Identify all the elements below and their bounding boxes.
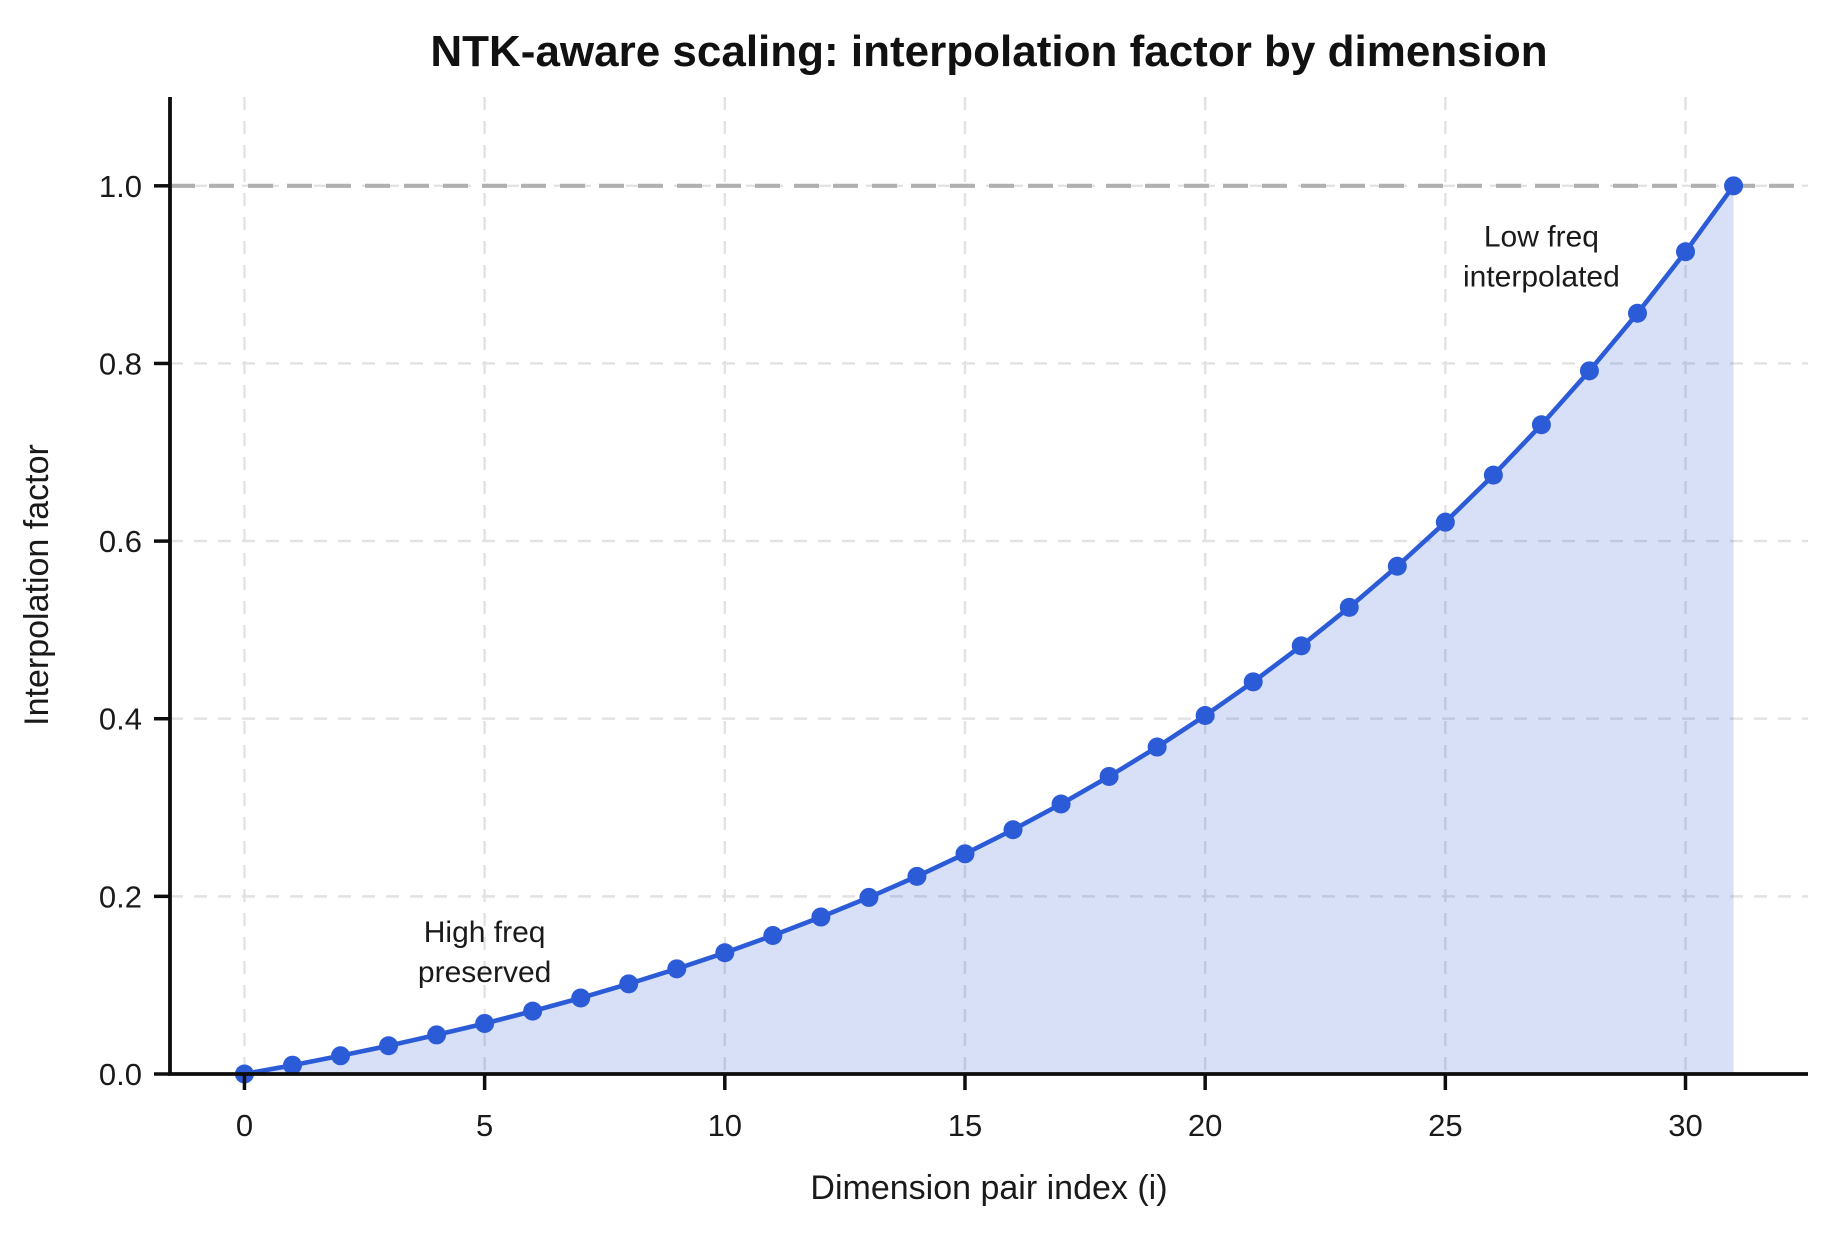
area-fill	[244, 185, 1734, 1074]
data-point	[571, 988, 591, 1008]
annotations-layer: High freq preserved Low freq interpolated	[418, 220, 1620, 988]
data-point	[1339, 597, 1359, 617]
y-tick-label: 1.0	[99, 169, 142, 204]
data-point	[619, 974, 639, 994]
x-tick-label: 10	[708, 1108, 742, 1143]
x-tick-label: 5	[476, 1108, 493, 1143]
annotation: High freq preserved	[418, 916, 551, 989]
data-point	[715, 943, 735, 963]
area-fill-layer	[244, 185, 1734, 1074]
y-tick-label: 0.2	[99, 879, 142, 914]
data-point	[1051, 794, 1071, 814]
data-point	[379, 1036, 399, 1056]
x-tick-label: 20	[1188, 1108, 1222, 1143]
chart-title: NTK-aware scaling: interpolation factor …	[430, 27, 1547, 76]
annotation: Low freq interpolated	[1463, 220, 1620, 293]
data-point	[523, 1001, 543, 1021]
data-point	[1579, 361, 1599, 381]
x-axis-label: Dimension pair index (i)	[810, 1169, 1167, 1207]
data-point	[1483, 465, 1503, 485]
data-point	[955, 844, 975, 864]
data-point	[1387, 556, 1407, 576]
x-tick-label: 0	[236, 1108, 253, 1143]
x-tick-label: 30	[1668, 1108, 1702, 1143]
data-point	[859, 887, 879, 907]
axes-layer	[154, 97, 1808, 1090]
data-point	[907, 866, 927, 886]
data-point	[1147, 737, 1167, 757]
data-point	[1243, 672, 1263, 692]
data-point	[763, 926, 783, 946]
tick-labels-layer: 0 5 10 15 20 25 30 0.0 0.2 0.4 0.6 0.8 1.0	[99, 169, 1703, 1143]
data-point	[1676, 242, 1696, 262]
data-point	[331, 1046, 351, 1066]
data-point	[1531, 415, 1551, 435]
data-point	[1195, 706, 1215, 726]
data-point	[811, 907, 831, 927]
data-point	[1435, 512, 1455, 532]
data-point	[282, 1055, 302, 1075]
x-tick-label: 15	[948, 1108, 982, 1143]
x-tick-label: 25	[1428, 1108, 1462, 1143]
data-point	[427, 1025, 447, 1045]
y-tick-label: 0.0	[99, 1057, 142, 1092]
y-tick-label: 0.8	[99, 346, 142, 381]
y-axis-label: Interpolation factor	[18, 444, 56, 726]
data-point	[1627, 303, 1647, 323]
data-point	[475, 1013, 495, 1033]
y-tick-label: 0.4	[99, 702, 142, 737]
data-points-layer	[234, 176, 1744, 1084]
data-point	[1003, 820, 1023, 840]
data-point	[667, 959, 687, 979]
y-tick-label: 0.6	[99, 524, 142, 559]
data-point	[1099, 766, 1119, 786]
data-point	[1724, 176, 1744, 196]
data-point	[1291, 636, 1311, 656]
